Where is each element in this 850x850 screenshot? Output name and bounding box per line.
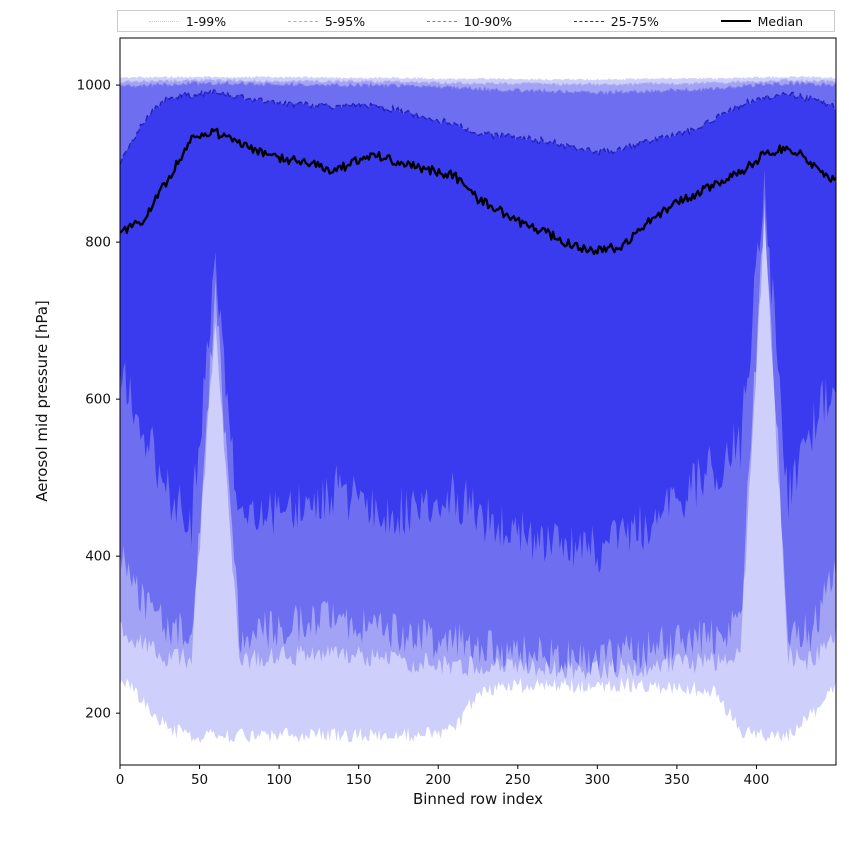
legend-label-25-75: 25-75%: [610, 13, 659, 29]
legend: 1-99% 5-95% 10-90% 25-75% Median: [117, 10, 835, 32]
legend-label-5-95: 5-95%: [324, 13, 366, 29]
band-25-75%: [120, 89, 836, 574]
y-tick-label: 800: [85, 235, 111, 251]
legend-item-5-95: 5-95%: [287, 13, 366, 29]
y-tick-label: 600: [85, 392, 111, 408]
legend-line-median-icon: [720, 20, 751, 22]
x-tick-label: 250: [505, 772, 531, 788]
legend-item-1-99: 1-99%: [148, 13, 227, 29]
x-tick-label: 350: [664, 772, 690, 788]
x-tick-label: 400: [744, 772, 770, 788]
x-tick-label: 100: [266, 772, 292, 788]
x-tick-label: 150: [346, 772, 372, 788]
legend-label-10-90: 10-90%: [463, 13, 512, 29]
x-tick-label: 300: [584, 772, 610, 788]
legend-line-5-95-icon: [287, 20, 318, 22]
plot-area: [120, 75, 836, 744]
legend-item-25-75: 25-75%: [573, 13, 659, 29]
y-tick-label: 400: [85, 549, 111, 565]
legend-line-25-75-icon: [573, 20, 604, 22]
x-tick-label: 50: [191, 772, 208, 788]
legend-label-median: Median: [757, 13, 804, 29]
legend-item-10-90: 10-90%: [426, 13, 512, 29]
edge-line-p90: [120, 80, 836, 96]
legend-line-10-90-icon: [426, 20, 457, 22]
x-tick-label: 200: [425, 772, 451, 788]
y-tick-label: 200: [85, 706, 111, 722]
axes-frame: [119, 37, 837, 766]
median-line: [120, 127, 836, 256]
x-tick-label: 0: [116, 772, 125, 788]
legend-line-1-99-icon: [148, 20, 179, 22]
y-axis-label: Aerosol mid pressure [hPa]: [33, 300, 51, 502]
y-tick-label: 1000: [77, 78, 111, 94]
x-axis-label: Binned row index: [412, 790, 544, 808]
legend-item-median: Median: [720, 13, 804, 29]
edge-line-p75: [120, 89, 836, 165]
legend-label-1-99: 1-99%: [185, 13, 227, 29]
edge-line-p95: [120, 78, 836, 87]
